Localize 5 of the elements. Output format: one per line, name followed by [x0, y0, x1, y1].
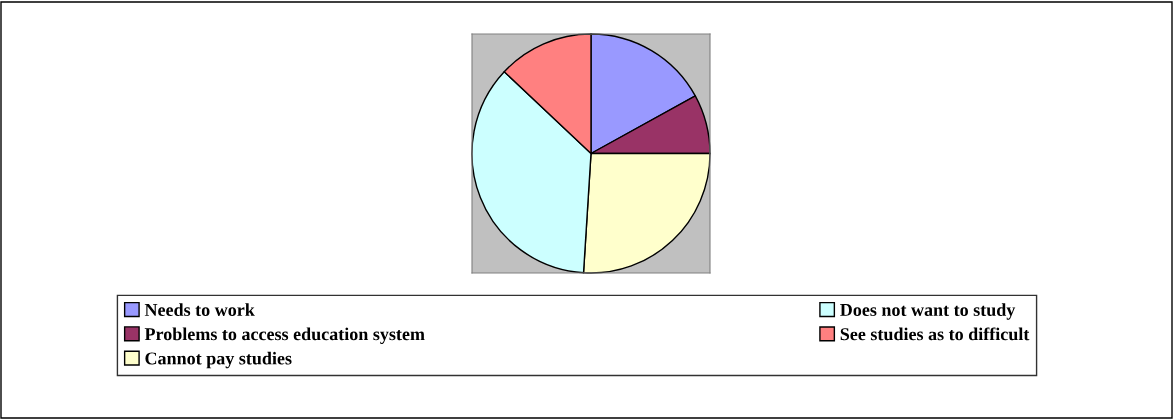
legend-label: Does not want to study — [840, 303, 1016, 320]
legend-label: Needs to work — [144, 303, 255, 316]
legend-label: Cannot pay studies — [145, 351, 292, 369]
legend-label: See studies as to difficult — [840, 327, 1030, 341]
legend-label: Problems to access education system — [144, 327, 425, 344]
